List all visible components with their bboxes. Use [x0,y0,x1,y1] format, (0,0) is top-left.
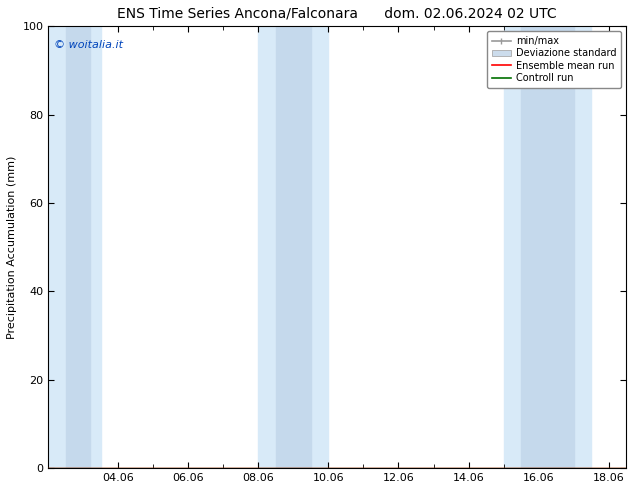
Title: ENS Time Series Ancona/Falconara      dom. 02.06.2024 02 UTC: ENS Time Series Ancona/Falconara dom. 02… [117,7,557,21]
Y-axis label: Precipitation Accumulation (mm): Precipitation Accumulation (mm) [7,155,17,339]
Text: © woitalia.it: © woitalia.it [54,40,123,49]
Legend: min/max, Deviazione standard, Ensemble mean run, Controll run: min/max, Deviazione standard, Ensemble m… [487,31,621,88]
